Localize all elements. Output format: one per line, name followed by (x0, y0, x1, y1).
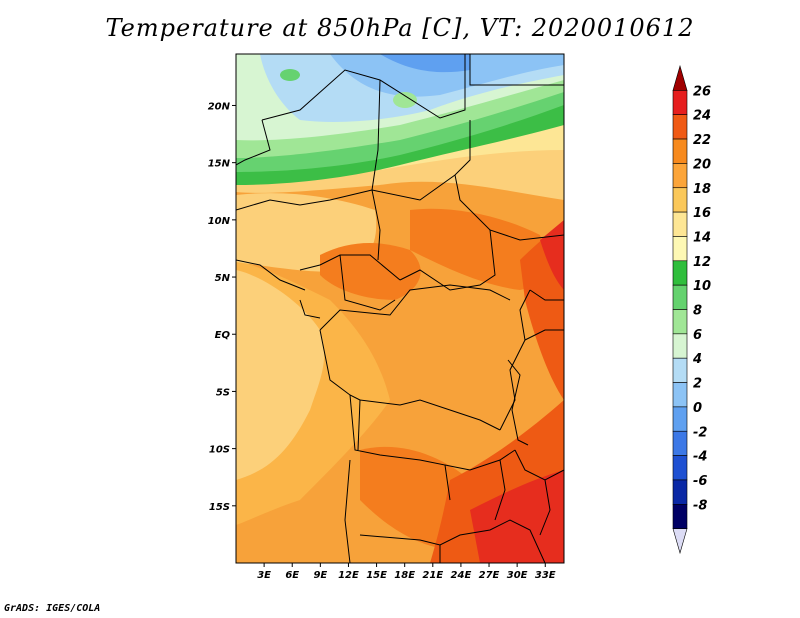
colorbar-swatch (672, 503, 688, 529)
colorbar-label: -2 (693, 425, 707, 440)
lat-label: 10S (209, 445, 230, 456)
colorbar-label: 0 (693, 401, 702, 416)
country-borders (236, 54, 564, 563)
colorbar-label: 14 (693, 230, 711, 245)
longitude-axis: 3E 6E 9E 12E 15E 18E 21E 24E 27E 30E 33E (257, 563, 556, 581)
colorbar-swatch (672, 455, 688, 481)
chart-title: Temperature at 850hPa [C], VT: 202001061… (105, 14, 695, 42)
lat-label: 15N (208, 159, 231, 170)
colorbar-swatch (672, 406, 688, 432)
latitude-axis: 20N 15N 10N 5N EQ 5S 10S 15S (208, 101, 236, 513)
lon-label: 6E (285, 570, 299, 581)
colorbar-label: 12 (693, 255, 711, 270)
colorbar-swatch (672, 90, 688, 115)
colorbar-swatch (672, 64, 688, 91)
lat-label: EQ (215, 330, 231, 341)
colorbar-label: 4 (692, 352, 702, 367)
colorbar-label: 6 (693, 328, 702, 343)
colorbar-label: 8 (693, 304, 702, 319)
grads-credit: GrADS: IGES/COLA (4, 603, 101, 614)
colorbar-swatch (672, 382, 688, 408)
lon-label: 12E (338, 570, 359, 581)
colorbar-label: 16 (693, 206, 711, 221)
lon-label: 21E (422, 570, 443, 581)
colorbar-label: 22 (693, 133, 711, 148)
colorbar-swatch (672, 430, 688, 456)
lon-label: 18E (394, 570, 415, 581)
colorbar-label: 26 (693, 84, 711, 99)
lon-label: 3E (257, 570, 271, 581)
colorbar-swatch (672, 357, 688, 383)
colorbar-label: 10 (693, 279, 711, 294)
colorbar-swatch (672, 479, 688, 505)
colorbar-label: -8 (693, 498, 707, 513)
lat-label: 5S (216, 387, 230, 398)
colorbar-swatch (672, 138, 688, 164)
lon-label: 27E (479, 570, 500, 581)
colorbar-label: 24 (693, 109, 711, 124)
colorbar-swatch (672, 236, 688, 262)
colorbar-swatch (672, 211, 688, 237)
lon-label: 15E (366, 570, 387, 581)
colorbar-swatch (672, 333, 688, 359)
colorbar-label: 18 (693, 182, 711, 197)
colorbar-swatch (672, 528, 688, 555)
lon-label: 24E (451, 570, 472, 581)
colorbar-swatch (672, 260, 688, 286)
temperature-field (236, 54, 564, 563)
colorbar-swatch (672, 284, 688, 310)
colorbar-label: 2 (693, 377, 702, 392)
map-frame (235, 53, 565, 564)
lat-label: 15S (209, 502, 230, 513)
colorbar-swatch (672, 114, 688, 140)
lat-label: 5N (215, 273, 231, 284)
lat-label: 20N (208, 101, 231, 112)
lon-label: 30E (507, 570, 528, 581)
colorbar-label: -4 (693, 450, 707, 465)
lon-label: 33E (535, 570, 556, 581)
colorbar-swatch (672, 309, 688, 335)
lon-label: 9E (313, 570, 327, 581)
colorbar-label: -6 (693, 474, 707, 489)
colorbar-label: 20 (693, 157, 711, 172)
colorbar-swatch (672, 163, 688, 189)
colorbar-swatch (672, 187, 688, 213)
lat-label: 10N (208, 216, 231, 227)
